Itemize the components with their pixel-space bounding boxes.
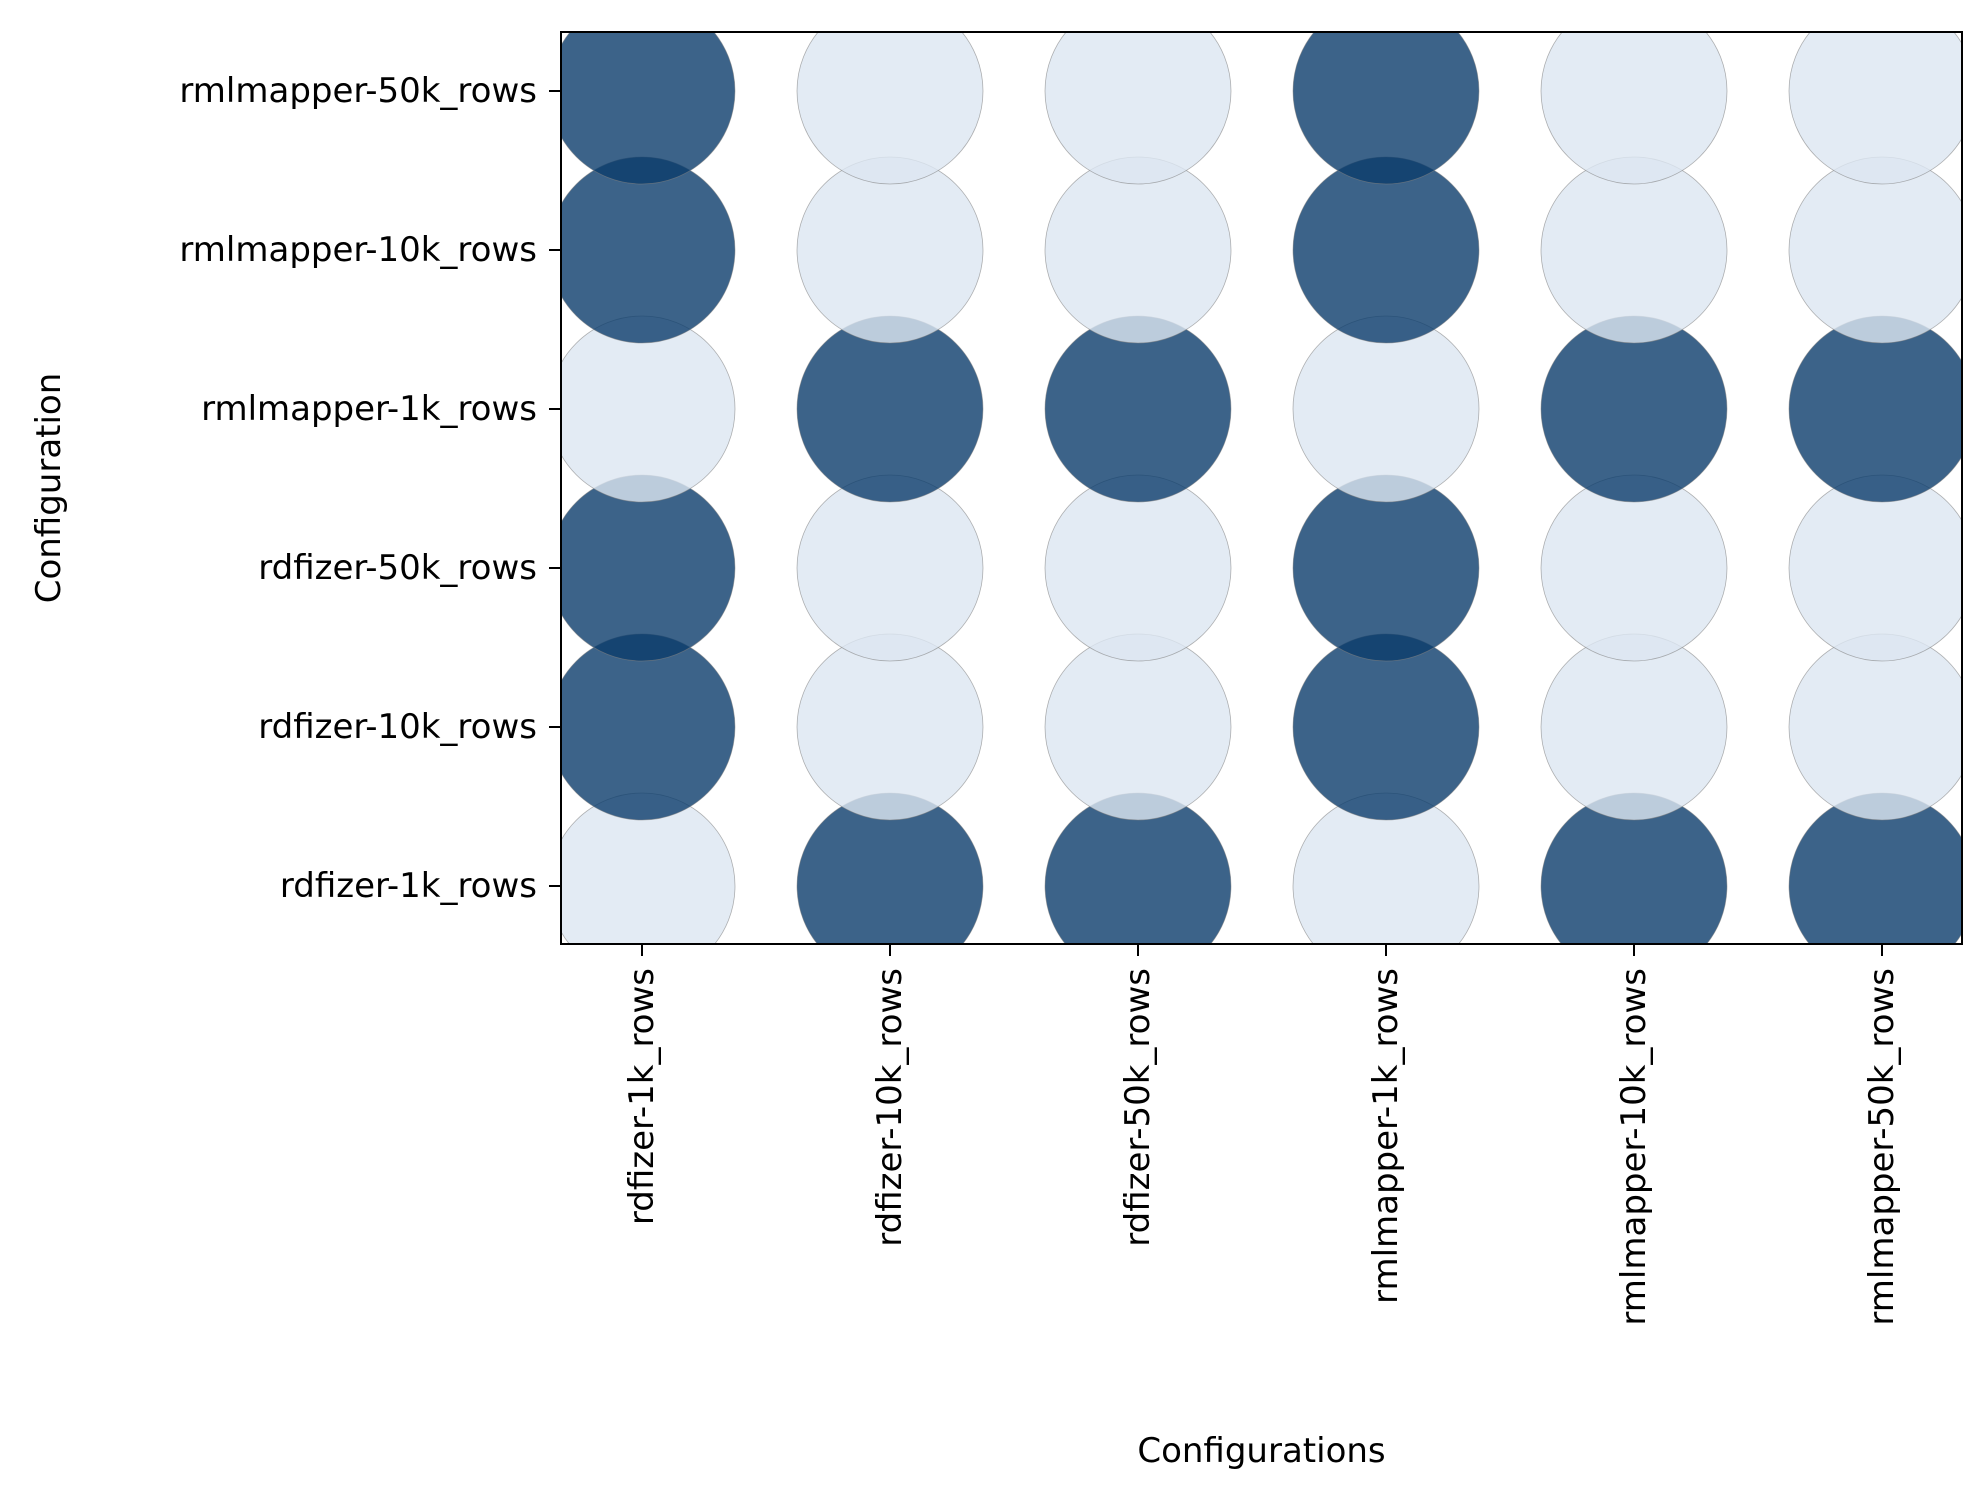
marker-rmlmapper-1k_rows-vs-rdfizer-50k_rows [1044, 315, 1232, 503]
x-axis: rdfizer-1k_rows rdfizer-10k_rows rdfizer-5… [622, 944, 1902, 1326]
marker-rdfizer-50k_rows-vs-rdfizer-1k_rows [561, 474, 736, 662]
y-tick-label: rmlmapper-10k_rows [179, 230, 537, 270]
marker-rdfizer-10k_rows-vs-rmlmapper-10k_rows [1540, 633, 1728, 821]
marker-rmlmapper-50k_rows-vs-rmlmapper-50k_rows [1788, 32, 1962, 185]
x-axis-title: Configurations [1137, 1431, 1385, 1471]
x-tick-label: rdfizer-1k_rows [622, 968, 662, 1225]
marker-rmlmapper-1k_rows-vs-rmlmapper-10k_rows [1540, 315, 1728, 503]
marker-rmlmapper-10k_rows-vs-rmlmapper-50k_rows [1788, 156, 1962, 344]
x-tick-label: rmlmapper-50k_rows [1862, 968, 1902, 1326]
y-tick-label: rdfizer-50k_rows [258, 548, 537, 588]
marker-rmlmapper-1k_rows-vs-rdfizer-1k_rows [561, 315, 736, 503]
marker-rdfizer-50k_rows-vs-rdfizer-10k_rows [796, 474, 984, 662]
marker-rdfizer-50k_rows-vs-rmlmapper-1k_rows [1292, 474, 1480, 662]
x-tick-label: rdfizer-50k_rows [1118, 968, 1158, 1247]
marker-rmlmapper-1k_rows-vs-rmlmapper-50k_rows [1788, 315, 1962, 503]
x-tick-label: rdfizer-10k_rows [870, 968, 910, 1247]
marker-rdfizer-10k_rows-vs-rdfizer-10k_rows [796, 633, 984, 821]
y-tick-label: rmlmapper-50k_rows [179, 71, 537, 111]
markers-layer [561, 32, 1962, 944]
marker-rmlmapper-10k_rows-vs-rdfizer-50k_rows [1044, 156, 1232, 344]
marker-rmlmapper-50k_rows-vs-rdfizer-50k_rows [1044, 32, 1232, 185]
marker-rmlmapper-50k_rows-vs-rmlmapper-1k_rows [1292, 32, 1480, 185]
marker-rmlmapper-50k_rows-vs-rdfizer-1k_rows [561, 32, 736, 185]
marker-rdfizer-50k_rows-vs-rdfizer-50k_rows [1044, 474, 1232, 662]
marker-rmlmapper-10k_rows-vs-rmlmapper-1k_rows [1292, 156, 1480, 344]
marker-rmlmapper-50k_rows-vs-rdfizer-10k_rows [796, 32, 984, 185]
marker-rmlmapper-10k_rows-vs-rdfizer-10k_rows [796, 156, 984, 344]
marker-rmlmapper-10k_rows-vs-rdfizer-1k_rows [561, 156, 736, 344]
y-axis: rdfizer-1k_rows rdfizer-10k_rows rdfizer-5… [179, 71, 561, 906]
y-axis-title: Configuration [29, 373, 69, 604]
marker-rdfizer-50k_rows-vs-rmlmapper-50k_rows [1788, 474, 1962, 662]
x-tick-label: rmlmapper-10k_rows [1614, 968, 1654, 1326]
marker-rmlmapper-50k_rows-vs-rmlmapper-10k_rows [1540, 32, 1728, 185]
y-tick-label: rmlmapper-1k_rows [201, 389, 537, 429]
marker-rdfizer-10k_rows-vs-rdfizer-50k_rows [1044, 633, 1232, 821]
marker-rdfizer-10k_rows-vs-rdfizer-1k_rows [561, 633, 736, 821]
marker-rmlmapper-10k_rows-vs-rmlmapper-10k_rows [1540, 156, 1728, 344]
marker-rmlmapper-1k_rows-vs-rdfizer-10k_rows [796, 315, 984, 503]
marker-rdfizer-50k_rows-vs-rmlmapper-10k_rows [1540, 474, 1728, 662]
marker-rmlmapper-1k_rows-vs-rmlmapper-1k_rows [1292, 315, 1480, 503]
x-tick-label: rmlmapper-1k_rows [1366, 968, 1406, 1304]
marker-rdfizer-10k_rows-vs-rmlmapper-50k_rows [1788, 633, 1962, 821]
marker-rdfizer-10k_rows-vs-rmlmapper-1k_rows [1292, 633, 1480, 821]
y-tick-label: rdfizer-1k_rows [280, 866, 537, 906]
y-tick-label: rdfizer-10k_rows [258, 707, 537, 747]
plot-frame [560, 31, 1963, 945]
